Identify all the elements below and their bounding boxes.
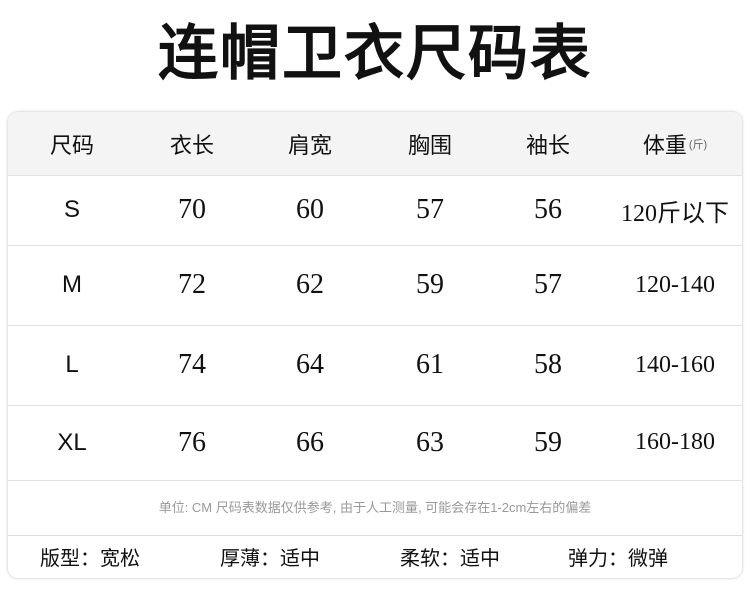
cell-sleeve: 57 <box>534 269 562 300</box>
cell-sleeve: 56 <box>534 194 562 225</box>
cell-weight: 120-140 <box>635 271 715 298</box>
header-chest: 胸围 <box>407 132 453 158</box>
table-row: M 72 62 59 57 120-140 <box>8 245 742 326</box>
header-weight: 体重 (斤) <box>643 112 707 175</box>
table-row: S 70 60 57 56 120斤以下 <box>8 175 742 246</box>
cell-shoulder: 64 <box>296 349 324 380</box>
table-header-row: 尺码 衣长 肩宽 胸围 袖长 体重 (斤) <box>8 112 742 176</box>
cell-weight: 120斤以下 <box>621 200 729 227</box>
attribute-thickness: 厚薄：适中 <box>220 548 320 570</box>
page-title: 连帽卫衣尺码表 <box>158 20 592 87</box>
weight-unit: (斤) <box>688 138 708 151</box>
cell-length: 76 <box>178 426 206 458</box>
cell-length: 70 <box>178 194 206 225</box>
attribute-fit: 版型：宽松 <box>40 548 140 570</box>
measurement-note: 单位: CM 尺码表数据仅供参考, 由于人工测量, 可能会存在1-2cm左右的偏… <box>8 480 742 536</box>
cell-size: L <box>65 351 79 378</box>
attribute-softness: 柔软：适中 <box>400 548 500 570</box>
cell-chest: 63 <box>416 426 444 458</box>
cell-shoulder: 62 <box>296 269 324 300</box>
cell-shoulder: 66 <box>296 426 324 458</box>
cell-size: XL <box>57 428 87 456</box>
cell-length: 72 <box>178 269 206 300</box>
header-length: 衣长 <box>169 132 215 158</box>
header-shoulder: 肩宽 <box>287 132 333 158</box>
header-sleeve: 袖长 <box>525 132 571 158</box>
table-row: XL 76 66 63 59 160-180 <box>8 405 742 481</box>
cell-shoulder: 60 <box>296 194 324 225</box>
cell-sleeve: 59 <box>534 426 562 458</box>
cell-length: 74 <box>178 349 206 380</box>
cell-chest: 61 <box>416 349 444 380</box>
cell-chest: 57 <box>416 194 444 225</box>
cell-chest: 59 <box>416 269 444 300</box>
size-chart-table: 尺码 衣长 肩宽 胸围 袖长 体重 (斤) S 70 60 57 56 120斤以下 M 72 6… <box>8 112 742 578</box>
table-row: L 74 64 61 58 140-160 <box>8 325 742 406</box>
cell-sleeve: 58 <box>534 349 562 380</box>
header-size: 尺码 <box>49 132 95 158</box>
cell-size: S <box>63 196 81 223</box>
header-weight-label: 体重 <box>642 132 687 158</box>
attribute-elasticity: 弹力：微弹 <box>568 548 668 570</box>
cell-size: M <box>62 271 82 298</box>
cell-weight: 160-180 <box>635 429 715 455</box>
cell-weight: 140-160 <box>635 351 715 378</box>
attributes-row: 版型：宽松 厚薄：适中 柔软：适中 弹力：微弹 <box>8 535 742 578</box>
